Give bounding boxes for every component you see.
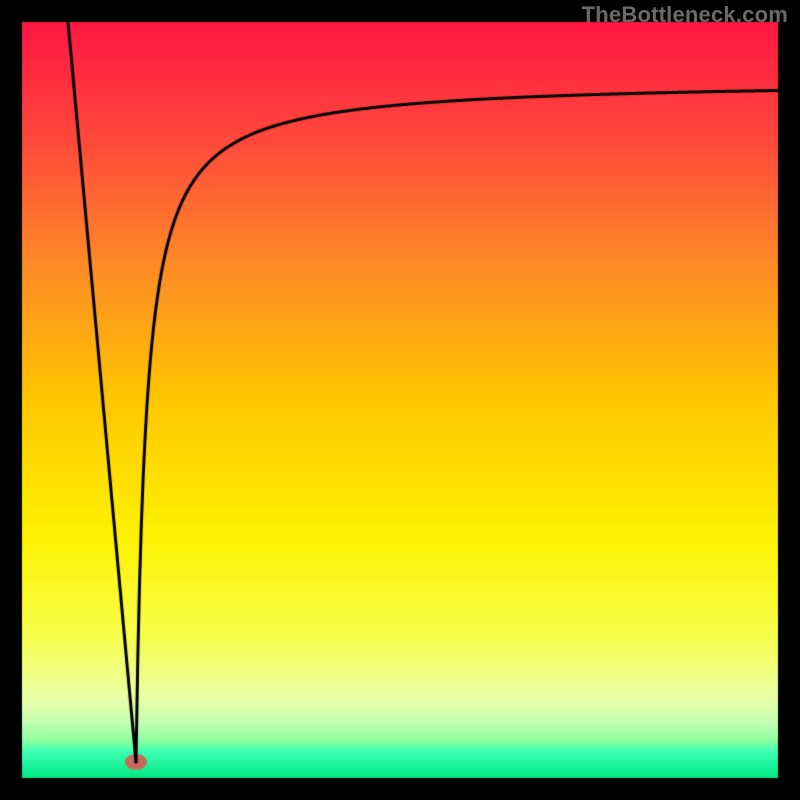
curve-chart-canvas [0,0,800,800]
chart-container: TheBottleneck.com [0,0,800,800]
watermark-text: TheBottleneck.com [582,2,788,28]
